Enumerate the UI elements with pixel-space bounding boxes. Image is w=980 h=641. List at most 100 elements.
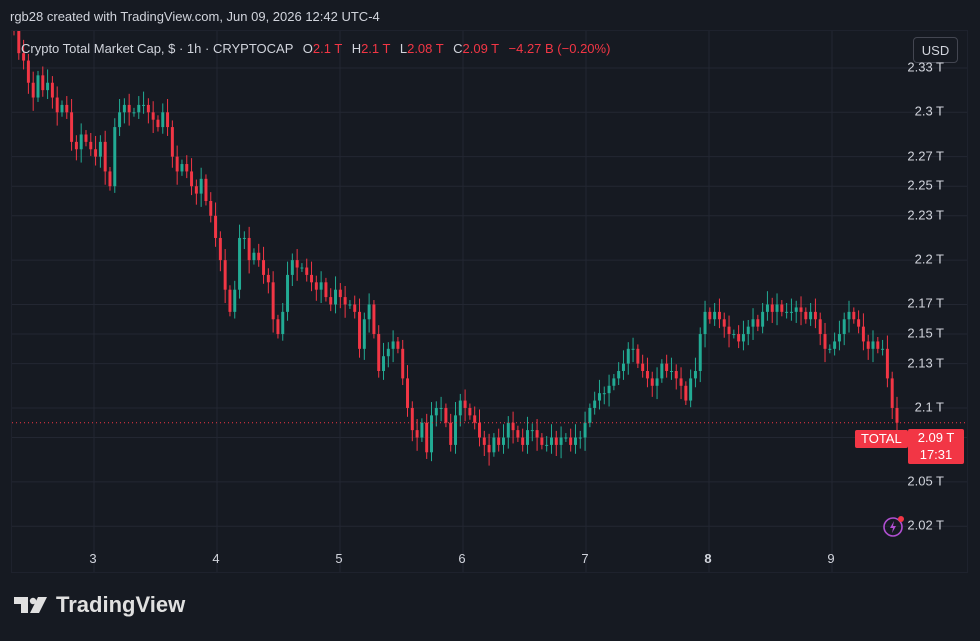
- currency-button[interactable]: USD: [913, 37, 958, 63]
- candle-body: [866, 341, 870, 349]
- candle: [132, 107, 136, 117]
- candle-body: [396, 341, 400, 349]
- close-label: C: [453, 41, 463, 56]
- candle-body: [645, 371, 649, 379]
- candle-body: [756, 319, 760, 327]
- tradingview-logo-icon: [14, 597, 47, 613]
- candle-body: [252, 252, 256, 261]
- time-tick-label: 5: [335, 551, 343, 566]
- candle: [708, 307, 712, 324]
- candle: [22, 39, 26, 70]
- candle-body: [837, 334, 841, 342]
- candle-body: [377, 334, 381, 371]
- candle: [502, 424, 505, 454]
- candle-body: [137, 104, 141, 113]
- candle: [478, 409, 481, 447]
- candle-body: [573, 437, 577, 445]
- candle: [454, 402, 457, 454]
- candle: [737, 325, 741, 349]
- candle: [406, 365, 409, 417]
- candle-body: [362, 319, 366, 349]
- candle: [89, 133, 93, 156]
- candle: [324, 277, 328, 302]
- candle-body: [554, 437, 558, 445]
- candle: [146, 98, 150, 124]
- candle: [79, 123, 83, 163]
- candle: [295, 249, 299, 281]
- candle-body: [521, 437, 525, 445]
- candle-body: [833, 341, 837, 349]
- lightning-icon[interactable]: [882, 514, 906, 538]
- candle: [94, 135, 98, 166]
- candle-body: [204, 178, 208, 201]
- candle-body: [746, 326, 750, 335]
- candle: [281, 303, 285, 341]
- candle: [142, 91, 146, 114]
- candle-body: [703, 311, 707, 335]
- time-tick-label: 6: [458, 551, 466, 566]
- candle-body: [852, 311, 856, 320]
- time-tick-label: 9: [827, 551, 835, 566]
- candle: [137, 96, 141, 119]
- candle-body: [626, 348, 630, 364]
- candle: [103, 130, 107, 185]
- price-tick-label: 2.17 T: [907, 295, 944, 311]
- symbol-title[interactable]: Crypto Total Market Cap, $ · 1h · CRYPTO…: [21, 41, 294, 56]
- candle: [55, 86, 59, 126]
- candle: [242, 231, 246, 250]
- candle: [31, 71, 35, 111]
- candle: [386, 342, 390, 368]
- candle: [391, 330, 395, 363]
- candle-body: [257, 252, 261, 261]
- candle: [329, 288, 333, 312]
- candle: [823, 322, 827, 363]
- candle: [286, 261, 290, 321]
- candle-body: [861, 326, 865, 342]
- candle-body: [564, 437, 568, 439]
- candle: [348, 300, 352, 309]
- candle-body: [410, 407, 414, 431]
- candle-body: [597, 393, 601, 401]
- candle: [631, 337, 635, 363]
- candle-body: [689, 378, 693, 401]
- candle: [617, 362, 621, 386]
- price-tick-label: 2.05 T: [907, 473, 944, 489]
- candle: [569, 428, 573, 452]
- candle-body: [180, 164, 184, 172]
- candle-body: [617, 371, 621, 379]
- candle-body: [669, 371, 673, 372]
- candle: [214, 202, 218, 247]
- candle-body: [813, 311, 817, 320]
- time-tick-label: 4: [212, 551, 220, 566]
- candlestick-chart[interactable]: [12, 31, 967, 572]
- candle: [578, 430, 582, 449]
- candle-body: [281, 311, 285, 335]
- price-tick-label: 2.3 T: [914, 103, 944, 119]
- candle-body: [713, 311, 717, 320]
- candle-body: [708, 311, 712, 320]
- candle-body: [785, 311, 789, 313]
- candle-body: [156, 119, 160, 128]
- candle: [362, 312, 366, 360]
- candle-body: [881, 348, 885, 350]
- candle-body: [127, 104, 131, 113]
- candle: [482, 430, 486, 456]
- candle-body: [89, 141, 93, 150]
- candle: [660, 359, 664, 383]
- candle: [410, 401, 414, 442]
- candle-body: [468, 407, 472, 416]
- candle: [799, 296, 803, 326]
- candle: [199, 167, 203, 207]
- candle-body: [655, 378, 659, 386]
- candle: [98, 135, 102, 168]
- chart-panel[interactable]: [11, 30, 968, 573]
- candle-body: [199, 178, 203, 194]
- candle: [780, 300, 784, 317]
- candle: [247, 226, 251, 274]
- candle: [895, 396, 899, 437]
- current-price: 2.09 T: [917, 430, 955, 445]
- candle: [852, 307, 856, 324]
- candle-body: [295, 260, 299, 268]
- price-tick-label: 2.2 T: [914, 251, 944, 267]
- candle: [698, 327, 702, 383]
